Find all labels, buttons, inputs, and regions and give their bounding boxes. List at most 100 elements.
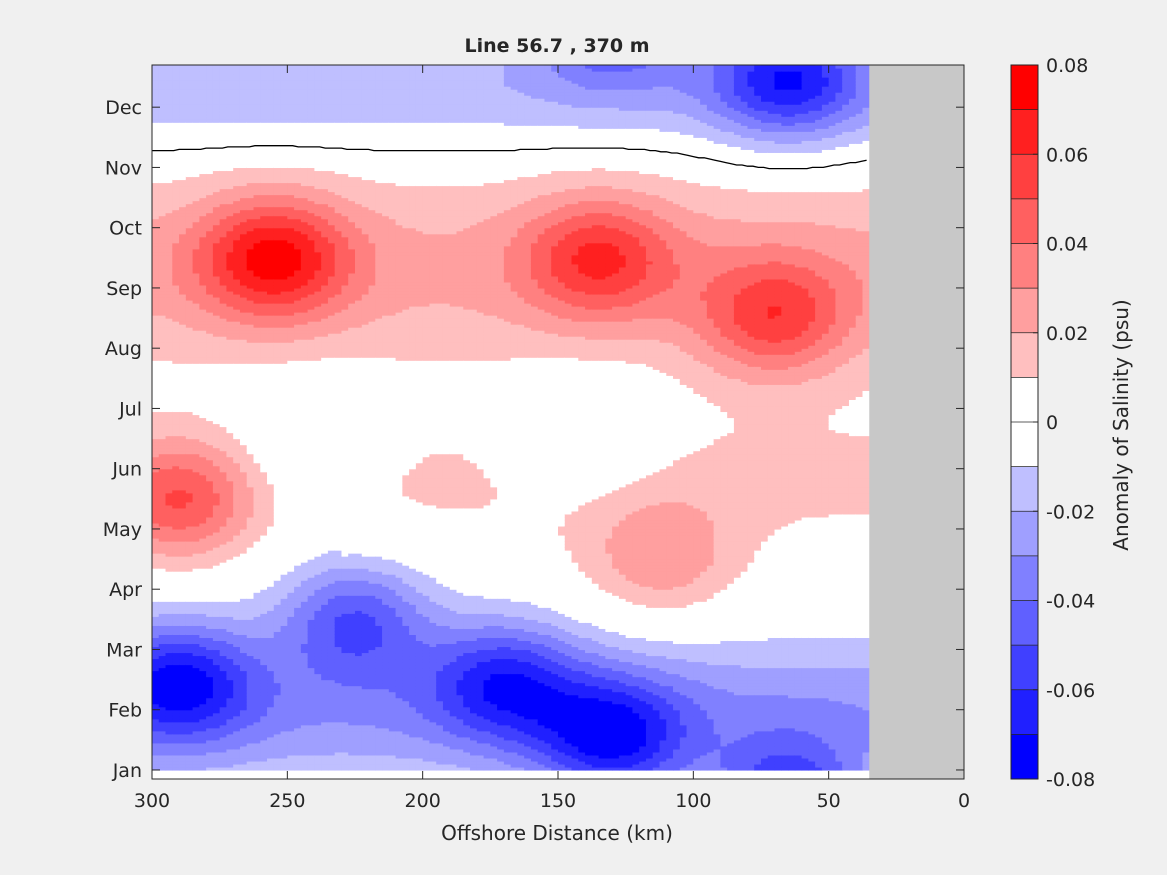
contour-cell [158,212,167,217]
contour-cell [239,547,248,551]
contour-cell [165,339,173,343]
contour-cell [152,706,160,711]
contour-cell [206,354,214,358]
contour-cell [212,516,221,521]
contour-cell [192,592,200,596]
contour-cell [185,715,194,720]
contour-cell [165,161,173,166]
contour-cell [199,182,207,187]
contour-cell [165,465,173,470]
contour-cell [172,691,180,696]
contour-cell [199,303,207,307]
contour-cell [192,483,200,488]
contour-cell [165,152,173,156]
contour-cell [179,658,187,663]
contour-cell [253,757,261,762]
contour-cell [206,685,214,690]
contour-cell [219,200,228,205]
contour-cell [206,763,214,768]
contour-cell [233,619,241,623]
contour-cell [179,182,187,187]
contour-cell [158,68,167,72]
contour-cell [192,507,200,512]
contour-cell [185,293,194,298]
contour-cell [253,122,261,126]
contour-cell [246,583,255,587]
contour-cell [253,86,261,90]
contour-cell [219,233,228,238]
contour-cell [239,528,248,533]
plot-area [151,50,965,780]
contour-cell [185,158,194,162]
contour-cell [246,89,255,93]
contour-cell [219,239,228,244]
contour-cell [226,324,234,328]
contour-cell [172,65,180,69]
contour-cell [199,342,207,346]
contour-cell [158,589,167,593]
contour-cell [253,571,261,575]
contour-cell [253,224,261,229]
contour-cell [226,74,234,78]
contour-cell [158,360,167,364]
contour-cell [158,712,167,717]
contour-cell [192,510,200,515]
contour-cell [219,682,228,687]
contour-cell [185,444,194,449]
contour-cell [206,739,214,744]
contour-cell [192,131,200,135]
contour-cell [212,188,221,193]
contour-cell [152,363,160,367]
contour-cell [185,269,194,274]
contour-cell [199,164,207,169]
contour-cell [199,664,207,669]
contour-cell [219,312,228,316]
contour-cell [172,652,180,657]
contour-cell [192,568,200,572]
contour-cell [260,559,268,563]
contour-cell [246,456,255,461]
contour-cell [172,592,180,596]
contour-cell [165,456,173,461]
contour-cell [253,104,261,108]
contour-cell [179,604,187,608]
contour-cell [212,366,221,370]
contour-cell [152,360,160,364]
contour-cell [219,480,228,485]
contour-cell [152,312,160,316]
contour-cell [233,450,241,455]
contour-cell [158,525,167,530]
contour-cell [246,345,255,349]
contour-cell [233,547,241,551]
contour-cell [206,101,214,105]
contour-cell [233,194,241,199]
contour-cell [246,516,255,521]
contour-cell [226,387,234,391]
contour-cell [192,670,200,675]
contour-cell [206,215,214,220]
contour-cell [226,140,234,144]
contour-cell [192,453,200,458]
contour-cell [260,673,268,678]
contour-cell [246,754,255,759]
contour-cell [199,534,207,539]
contour-cell [246,116,255,120]
contour-cell [172,414,180,419]
contour-cell [152,583,160,587]
contour-cell [165,613,173,617]
contour-cell [233,480,241,485]
contour-cell [199,50,206,54]
contour-cell [206,266,214,271]
contour-cell [152,306,160,310]
contour-cell [246,140,255,144]
contour-cell [233,98,241,102]
contour-cell [233,293,241,298]
contour-cell [253,336,261,340]
contour-cell [226,236,234,241]
contour-cell [219,348,228,352]
contour-cell [239,649,248,654]
contour-cell [158,272,167,277]
contour-cell [199,260,207,265]
contour-cell [206,50,213,54]
contour-cell [192,333,200,337]
